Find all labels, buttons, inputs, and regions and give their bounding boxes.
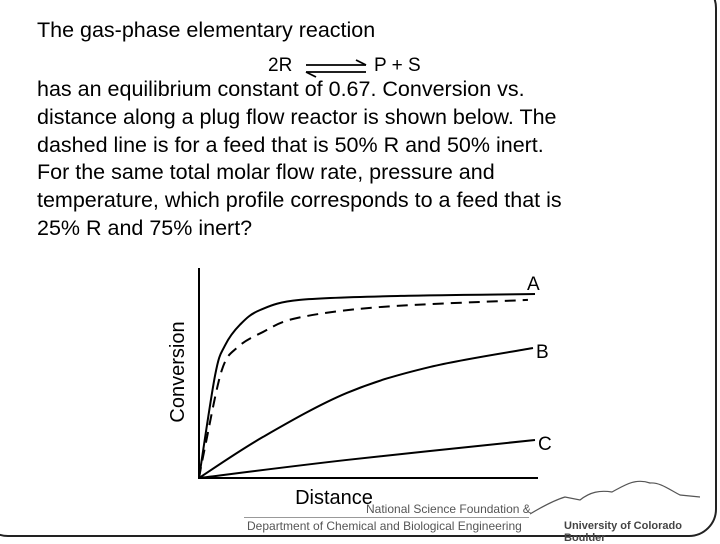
series-label-a: A bbox=[527, 274, 540, 295]
paragraph-line: distance along a plug flow reactor is sh… bbox=[37, 104, 557, 129]
y-axis-label: Conversion bbox=[167, 321, 189, 422]
paragraph-line: 25% R and 75% inert? bbox=[37, 215, 253, 240]
paragraph-line: temperature, which profile corresponds t… bbox=[37, 188, 562, 213]
paragraph-line: For the same total molar flow rate, pres… bbox=[37, 160, 495, 185]
footer-divider bbox=[244, 517, 529, 518]
intro-line: The gas-phase elementary reaction bbox=[37, 18, 376, 42]
series-label-c: C bbox=[538, 434, 552, 455]
question-paragraph: has an equilibrium constant of 0.67. Con… bbox=[37, 76, 562, 243]
series-line-50-r-feed bbox=[198, 298, 528, 479]
series-line-a bbox=[198, 293, 536, 479]
x-axis-label: Distance bbox=[295, 487, 373, 509]
series-label-b: B bbox=[536, 342, 549, 363]
series-line-c bbox=[198, 438, 536, 479]
footer-department: Department of Chemical and Biological En… bbox=[247, 519, 522, 533]
paragraph-line: dashed line is for a feed that is 50% R … bbox=[37, 132, 544, 157]
footer-university: University of Colorado Boulder bbox=[564, 520, 682, 544]
products: P + S bbox=[374, 55, 421, 76]
series-line-b bbox=[198, 347, 534, 479]
footer-nsf: National Science Foundation & bbox=[366, 502, 531, 516]
reactant: 2R bbox=[268, 55, 293, 76]
paragraph-line: has an equilibrium constant of 0.67. Con… bbox=[37, 77, 525, 101]
